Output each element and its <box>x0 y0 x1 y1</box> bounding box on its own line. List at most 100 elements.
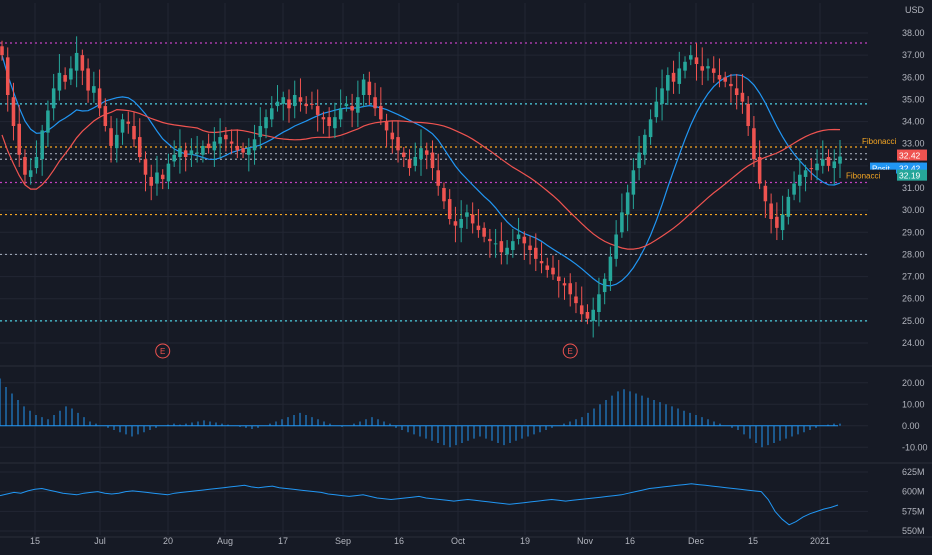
y-tick-label: 36.00 <box>902 72 925 82</box>
candle-body <box>155 172 159 184</box>
candle-body <box>534 247 538 259</box>
y-tick-label: 34.00 <box>902 117 925 127</box>
candle-body <box>763 185 768 202</box>
x-tick-label: Aug <box>217 536 233 546</box>
candle-body <box>769 203 773 219</box>
candle-body <box>493 243 498 245</box>
candle-body <box>734 88 739 95</box>
candle-body <box>511 241 515 250</box>
candle-body <box>189 150 194 155</box>
candle-body <box>792 183 796 195</box>
candle-body <box>413 157 418 166</box>
earnings-marker <box>155 343 171 359</box>
candle-body <box>304 103 308 107</box>
candle-body <box>321 117 326 120</box>
candle-body <box>436 170 440 186</box>
x-tick-label: Oct <box>451 536 466 546</box>
candle-body <box>597 294 601 312</box>
candle-body <box>746 103 750 126</box>
volume-line <box>0 483 839 526</box>
candle-body <box>499 241 504 253</box>
candle-body <box>556 276 561 281</box>
vol-y-tick-label: 575M <box>902 506 925 516</box>
candle-body <box>442 188 446 202</box>
candle-body <box>568 283 573 295</box>
y-tick-label: 38.00 <box>902 28 925 38</box>
candle-body <box>40 130 44 160</box>
y-tick-label: 29.00 <box>902 227 925 237</box>
x-tick-label: 17 <box>278 536 288 546</box>
x-tick-label: 16 <box>625 536 635 546</box>
candle-body <box>269 108 274 120</box>
y-tick-label: 33.00 <box>902 139 925 149</box>
candle-body <box>562 283 567 286</box>
oscillator-pane <box>0 378 841 448</box>
candle-body <box>356 97 360 113</box>
candle-body <box>476 225 481 231</box>
x-tick-label: Dec <box>688 536 705 546</box>
candle-body <box>178 148 182 157</box>
candle-body <box>0 46 4 56</box>
candle-body <box>740 92 745 102</box>
candle-body <box>430 152 435 169</box>
candle-body <box>264 117 268 129</box>
earnings-marker <box>562 343 578 359</box>
candle-body <box>671 72 676 82</box>
candle-body <box>821 159 825 166</box>
candle-body <box>488 238 492 242</box>
candle-body <box>206 143 211 149</box>
candle-body <box>201 145 205 155</box>
candle-body <box>315 106 320 115</box>
earnings-marker-label: E <box>568 347 573 356</box>
candle-body <box>218 137 222 144</box>
badge-label: Fibonacci <box>846 172 880 181</box>
badge-value-bg <box>897 149 927 161</box>
candle-body <box>729 83 733 87</box>
y-tick-label: 37.00 <box>902 50 925 60</box>
candle-body <box>585 312 590 319</box>
candle-body <box>752 128 756 160</box>
candle-body <box>677 68 682 84</box>
candle-body <box>528 245 532 250</box>
candle-body <box>390 132 395 140</box>
candle-body <box>333 117 337 129</box>
candle-body <box>241 148 245 153</box>
candle-body <box>229 141 234 144</box>
candle-body <box>69 68 73 80</box>
badge-label-bg <box>844 169 896 181</box>
candle-body <box>17 123 21 155</box>
candle-body <box>396 137 400 151</box>
candle-body <box>424 150 429 155</box>
x-tick-label: Jul <box>94 536 106 546</box>
candle-body <box>338 108 343 120</box>
candle-body <box>310 103 314 105</box>
candle-body <box>539 261 544 264</box>
y-tick-label: 25.00 <box>902 316 925 326</box>
x-tick-label: 2021 <box>810 536 830 546</box>
candle-body <box>109 128 113 146</box>
candle-body <box>126 121 131 124</box>
x-tick-label: 16 <box>394 536 404 546</box>
grid <box>0 3 932 538</box>
earnings-marker-label: E <box>160 347 165 356</box>
badge-value: 32.42 <box>899 164 921 174</box>
osc-y-tick-label: 20.00 <box>902 378 925 388</box>
candle-body <box>252 139 257 151</box>
osc-y-tick-label: 10.00 <box>902 399 925 409</box>
candle-body <box>160 174 165 180</box>
candle-body <box>92 86 96 93</box>
x-tick-label: 15 <box>30 536 40 546</box>
candle-body <box>465 212 469 217</box>
y-tick-label: 27.00 <box>902 272 925 282</box>
candle-body <box>327 117 331 126</box>
candle-body <box>447 199 452 219</box>
badge-label: Posit <box>872 165 891 174</box>
axes: USD38.0037.0036.0035.0034.0033.0032.0031… <box>30 5 928 546</box>
candle-body <box>172 154 176 162</box>
candle-body <box>379 106 383 120</box>
x-tick-label: 19 <box>520 536 530 546</box>
osc-y-tick-label: 0.00 <box>902 421 920 431</box>
candle-body <box>402 152 406 157</box>
candle-body <box>654 101 659 118</box>
candle-body <box>666 75 670 91</box>
